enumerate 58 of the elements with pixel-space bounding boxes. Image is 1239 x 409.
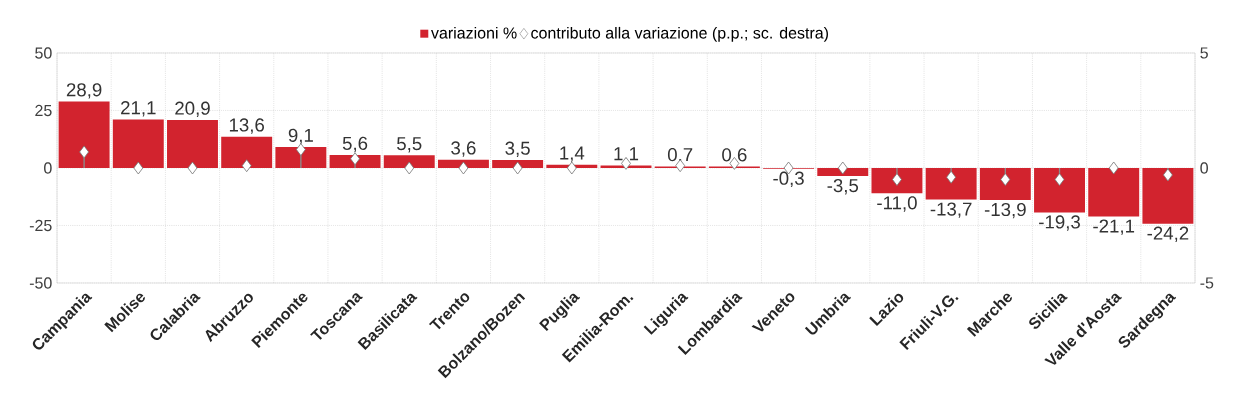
data-label: 20,9 (175, 101, 210, 117)
bar (817, 167, 869, 177)
bar (925, 167, 977, 200)
point (458, 161, 469, 175)
point (566, 161, 577, 175)
data-label: -11,0 (877, 196, 917, 212)
point (512, 161, 523, 175)
y2-tick-label: -5 (1200, 277, 1214, 289)
bar (383, 155, 435, 168)
data-label: 9,1 (288, 128, 313, 145)
bar (58, 101, 110, 168)
data-label: -21,1 (1093, 219, 1135, 235)
y-tick-label: -50 (29, 277, 52, 289)
data-label: 21,1 (121, 101, 156, 117)
point (350, 152, 360, 166)
y-tick-label: 0 (44, 162, 52, 174)
y2-tick-label: 5 (1200, 47, 1208, 59)
y-tick-label: -25 (29, 219, 52, 232)
y-tick-label: 50 (35, 47, 52, 59)
data-label: 28,9 (66, 83, 102, 99)
data-label: 3,5 (505, 141, 530, 157)
point (1163, 168, 1173, 182)
bar (221, 136, 273, 168)
data-label: -13,9 (984, 202, 1026, 219)
data-label: -3,5 (827, 178, 859, 195)
point (79, 145, 90, 159)
data-label: 0,7 (667, 148, 693, 164)
y2-tick-label: 0 (1200, 162, 1208, 174)
data-label: -13,7 (930, 202, 972, 218)
data-label: -0,3 (773, 171, 804, 188)
point (404, 161, 415, 175)
point (837, 161, 848, 175)
point (295, 143, 306, 156)
bar (979, 167, 1031, 200)
data-label: -24,2 (1147, 226, 1189, 242)
data-label: 3,6 (451, 141, 476, 157)
bar (1034, 167, 1085, 213)
legend-label: contributo alla variazione (p.p.; sc. destra) (531, 26, 828, 42)
point (1108, 161, 1119, 175)
bar (112, 119, 164, 168)
bar (1088, 167, 1140, 217)
point (187, 161, 198, 175)
data-label: 0,6 (722, 148, 747, 164)
point (1054, 173, 1065, 186)
bar (167, 119, 218, 168)
data-label: 5,6 (342, 136, 368, 153)
bar (492, 159, 544, 168)
legend-label: variazioni % (431, 26, 517, 39)
data-label: -19,3 (1039, 215, 1080, 231)
point (241, 159, 252, 173)
point (133, 161, 144, 175)
data-label: 13,6 (229, 118, 265, 134)
y-tick-label: 25 (35, 104, 52, 117)
bar (871, 167, 923, 194)
bar (1142, 167, 1194, 224)
data-label: 5,5 (397, 137, 422, 153)
data-label: 1,4 (560, 146, 585, 162)
bar (275, 147, 327, 168)
